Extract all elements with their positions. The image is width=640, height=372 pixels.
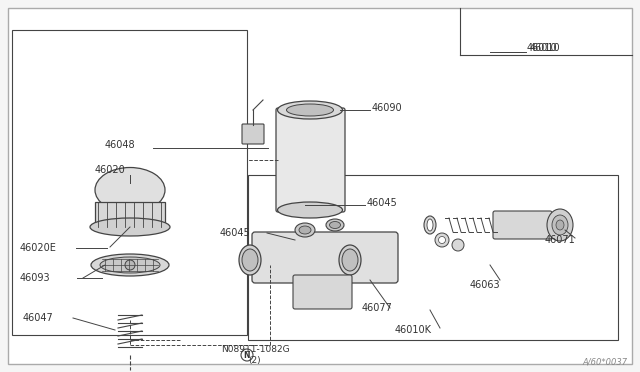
Ellipse shape xyxy=(100,257,160,273)
Text: 46077: 46077 xyxy=(362,303,393,313)
Ellipse shape xyxy=(427,219,433,231)
Ellipse shape xyxy=(287,104,333,116)
Ellipse shape xyxy=(299,226,311,234)
Circle shape xyxy=(125,260,135,270)
Text: 46045: 46045 xyxy=(220,228,251,238)
Ellipse shape xyxy=(278,202,342,218)
Ellipse shape xyxy=(452,239,464,251)
FancyBboxPatch shape xyxy=(95,202,165,227)
Text: 46090: 46090 xyxy=(372,103,403,113)
Ellipse shape xyxy=(239,245,261,275)
Ellipse shape xyxy=(330,221,340,228)
Text: N: N xyxy=(244,350,250,359)
Ellipse shape xyxy=(424,216,436,234)
Text: 46010K: 46010K xyxy=(395,325,432,335)
Text: 46063: 46063 xyxy=(470,280,500,290)
Ellipse shape xyxy=(326,219,344,231)
Text: 46045: 46045 xyxy=(367,198,397,208)
FancyBboxPatch shape xyxy=(252,232,398,283)
Text: 46020: 46020 xyxy=(95,165,125,175)
Ellipse shape xyxy=(339,245,361,275)
Text: 46010: 46010 xyxy=(527,43,557,53)
Text: N08911-1082G
(2): N08911-1082G (2) xyxy=(221,345,289,365)
Ellipse shape xyxy=(278,101,342,119)
Ellipse shape xyxy=(242,249,258,271)
Ellipse shape xyxy=(91,254,169,276)
Text: 46093: 46093 xyxy=(20,273,51,283)
Ellipse shape xyxy=(90,218,170,236)
FancyBboxPatch shape xyxy=(8,8,632,364)
Ellipse shape xyxy=(547,209,573,241)
FancyBboxPatch shape xyxy=(248,175,618,340)
Text: A/60*0037: A/60*0037 xyxy=(582,357,628,366)
Ellipse shape xyxy=(556,220,564,230)
Text: 46048: 46048 xyxy=(105,140,136,150)
FancyBboxPatch shape xyxy=(242,124,264,144)
FancyBboxPatch shape xyxy=(276,108,345,212)
Text: 46071: 46071 xyxy=(545,235,576,245)
FancyBboxPatch shape xyxy=(12,30,247,335)
Ellipse shape xyxy=(95,167,165,212)
Ellipse shape xyxy=(435,233,449,247)
Ellipse shape xyxy=(552,215,568,235)
Ellipse shape xyxy=(295,223,315,237)
Text: 46020E: 46020E xyxy=(20,243,57,253)
Text: 46010: 46010 xyxy=(530,43,561,53)
Ellipse shape xyxy=(342,249,358,271)
Circle shape xyxy=(241,349,253,361)
Ellipse shape xyxy=(438,237,445,244)
FancyBboxPatch shape xyxy=(293,275,352,309)
Text: 46047: 46047 xyxy=(23,313,54,323)
FancyBboxPatch shape xyxy=(493,211,552,239)
